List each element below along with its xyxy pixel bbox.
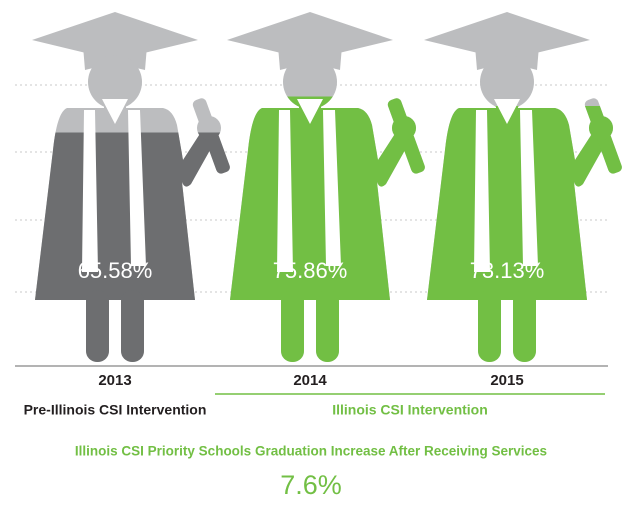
- value-label: 73.13%: [470, 258, 545, 283]
- stole: [474, 99, 538, 272]
- footnote: Illinois CSI Priority Schools Graduation…: [75, 444, 547, 459]
- group-label: Pre-Illinois CSI Intervention: [24, 402, 207, 418]
- highlight-value: 7.6%: [280, 470, 342, 500]
- graduate-figure: 65.58%: [32, 12, 232, 362]
- stole: [82, 99, 146, 272]
- group-label: Illinois CSI Intervention: [332, 402, 488, 418]
- graduate-figure: 73.13%: [424, 12, 622, 362]
- stole: [277, 99, 341, 272]
- x-tick-label: 2014: [293, 372, 327, 389]
- value-label: 65.58%: [78, 258, 153, 283]
- x-tick-label: 2015: [490, 372, 523, 389]
- value-label: 75.86%: [273, 258, 348, 283]
- graduate-figure: 75.86%: [227, 12, 427, 362]
- x-tick-label: 2013: [98, 372, 131, 389]
